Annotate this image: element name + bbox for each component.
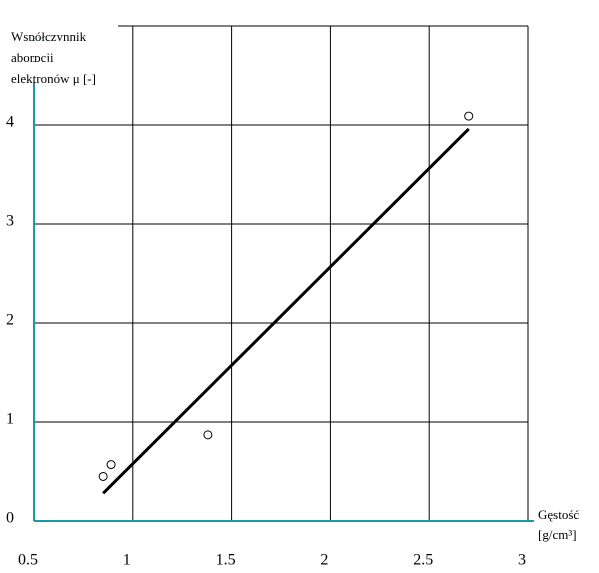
x-axis-label: Gęstość (538, 507, 579, 522)
y-axis-label: elektronów μ [-] (11, 71, 96, 86)
point (106, 460, 116, 470)
x-tick-label: 1.5 (216, 552, 236, 569)
point (203, 430, 213, 440)
fit-line (102, 127, 470, 495)
y-tick-label: 0 (6, 510, 14, 527)
y-axis-label: aborpcji (11, 50, 54, 65)
y-tick-label: 4 (6, 114, 14, 131)
x-tick-label: 1 (123, 552, 131, 569)
x-tick-label: 0.5 (18, 552, 38, 569)
x-tick-label: 2 (320, 552, 328, 569)
x-axis-label: [g/cm³] (538, 527, 577, 542)
label-bg (8, 41, 118, 61)
label-bg (8, 62, 118, 82)
x-tick-label: 3 (518, 552, 526, 569)
label-bg (8, 20, 118, 40)
point (98, 471, 108, 481)
y-tick-label: 2 (6, 312, 14, 329)
y-axis-label: Współczynnik (11, 29, 87, 44)
y-tick-label: 3 (6, 213, 14, 230)
x-tick-label: 2.5 (413, 552, 433, 569)
point (464, 111, 474, 121)
y-tick-label: 1 (6, 411, 14, 428)
